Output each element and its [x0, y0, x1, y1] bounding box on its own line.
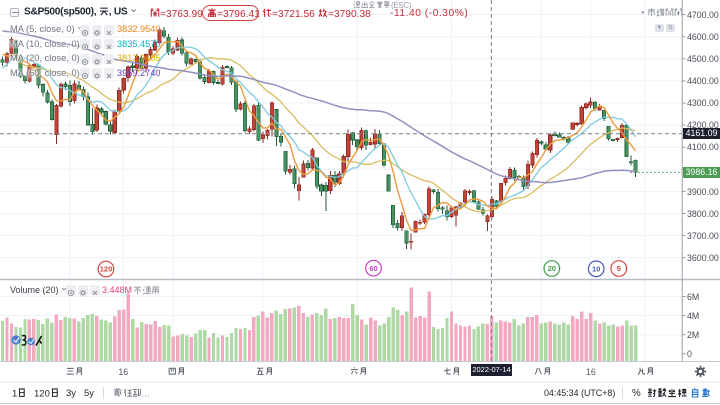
svg-text:5: 5 [617, 264, 621, 273]
svg-text:10: 10 [592, 264, 600, 273]
svg-text:120: 120 [100, 265, 113, 274]
svg-text:20: 20 [548, 264, 556, 273]
svg-text:60: 60 [369, 264, 377, 273]
